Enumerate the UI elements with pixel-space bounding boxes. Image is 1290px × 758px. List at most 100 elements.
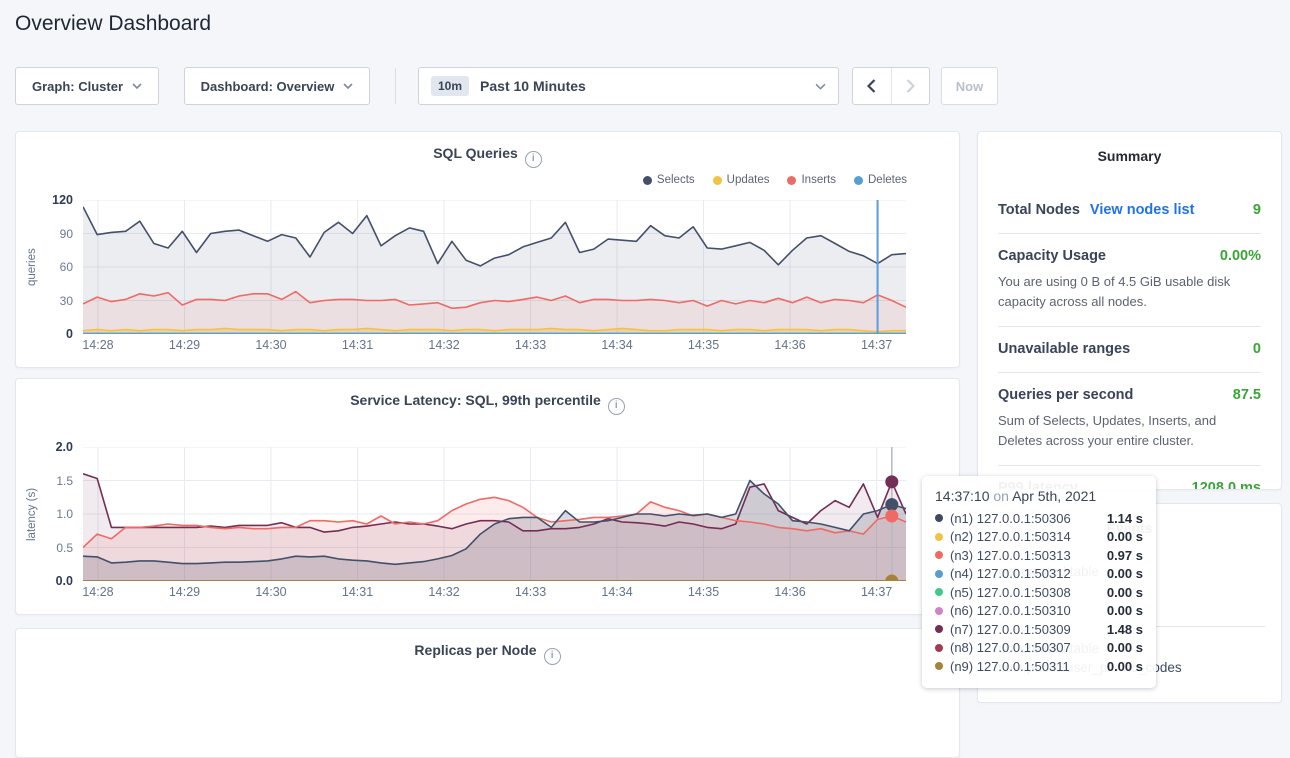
tooltip-node-value: 0.00 s [1107,585,1143,600]
tooltip-node-label: (n6) 127.0.0.1:50310 [950,603,1071,618]
tooltip-on: on [993,488,1012,504]
chevron-down-icon [132,83,142,89]
tooltip-series-dot-icon [935,588,943,596]
service-latency-plot[interactable] [83,447,906,581]
time-range-dropdown[interactable]: 10m Past 10 Minutes [418,67,839,105]
tooltip-row: (n3) 127.0.0.1:503130.97 s [935,546,1143,565]
summary-item: Queries per second87.5 Sum of Selects, Up… [998,373,1261,466]
y-axis-tick: 0.0 [16,574,73,588]
summary-item-row: Capacity Usage0.00% [998,248,1261,264]
summary-item-subtext: Sum of Selects, Updates, Inserts, and De… [998,411,1261,450]
chart-hover-tooltip: 14:37:10 on Apr 5th, 2021 (n1) 127.0.0.1… [922,476,1156,688]
legend-dot-icon [854,176,863,185]
tooltip-series-dot-icon [935,551,943,559]
summary-item-value: 0 [1253,341,1261,357]
tooltip-row: (n7) 127.0.0.1:503091.48 s [935,620,1143,639]
replicas-per-node-card: Replicas per Nodei [15,628,960,758]
summary-item: Unavailable ranges 0 [998,327,1261,373]
tooltip-node-label: (n8) 127.0.0.1:50307 [950,640,1071,655]
tooltip-series-dot-icon [935,607,943,615]
y-axis-tick: 1.5 [16,474,73,488]
chevron-down-icon [343,83,353,89]
summary-title: Summary [998,148,1261,164]
tooltip-row: (n9) 127.0.0.1:50311 0.00 s [935,657,1143,676]
tooltip-time: 14:37:10 [935,488,990,504]
legend-label: Deletes [868,174,907,186]
summary-item-value: 0.00% [1220,248,1261,264]
chevron-down-icon [815,83,826,90]
y-axis-tick: 1.0 [16,507,73,521]
tooltip-node-value: 0.00 s [1107,566,1143,581]
x-axis-tick: 14:35 [688,338,719,352]
x-axis-tick: 14:37 [861,338,892,352]
x-axis-tick: 14:34 [601,585,632,599]
legend-label: Updates [727,174,770,186]
legend-item[interactable]: Updates [713,174,770,186]
tooltip-node-value: 0.00 s [1107,659,1143,674]
time-range-badge: 10m [431,76,469,96]
summary-link[interactable]: View nodes list [1090,202,1195,218]
tooltip-node-value: 1.48 s [1107,622,1143,637]
chart-title: Replicas per Nodei [16,642,959,665]
x-axis-tick: 14:32 [428,585,459,599]
legend-item[interactable]: Deletes [854,174,907,186]
summary-item-label: Unavailable ranges [998,341,1130,357]
x-axis-tick: 14:37 [861,585,892,599]
summary-item: Total NodesView nodes list9 [998,188,1261,234]
summary-item-value: 1208.0 ms [1192,480,1261,490]
tooltip-node-value: 1.14 s [1107,511,1143,526]
x-axis-tick: 14:28 [82,585,113,599]
tooltip-node-label: (n3) 127.0.0.1:50313 [950,548,1071,563]
graph-dropdown[interactable]: Graph: Cluster [15,67,159,105]
x-axis-tick: 14:29 [169,585,200,599]
tooltip-row: (n4) 127.0.0.1:503120.00 s [935,565,1143,584]
summary-item-row: Queries per second87.5 [998,387,1261,403]
tooltip-series-dot-icon [935,625,943,633]
chart-title-text: SQL Queries [433,145,518,161]
legend-dot-icon [643,176,652,185]
x-axis-tick: 14:34 [601,338,632,352]
tooltip-series-dot-icon [935,644,943,652]
time-next-button[interactable] [892,68,930,104]
x-axis-tick: 14:33 [515,338,546,352]
x-axis-tick: 14:33 [515,585,546,599]
legend-label: Inserts [801,174,836,186]
tooltip-node-label: (n9) 127.0.0.1:50311 [950,659,1070,674]
legend-dot-icon [713,176,722,185]
now-button[interactable]: Now [941,67,998,105]
summary-item-row: Total NodesView nodes list9 [998,202,1261,218]
summary-item-label: Queries per second [998,387,1133,403]
graph-dropdown-label: Graph: Cluster [32,79,123,94]
x-axis-tick: 14:36 [774,338,805,352]
tooltip-series-dot-icon [935,514,943,522]
x-axis-tick: 14:31 [342,585,373,599]
tooltip-series-dot-icon [935,570,943,578]
legend-item[interactable]: Selects [643,174,695,186]
x-axis-tick: 14:30 [255,585,286,599]
x-axis-tick: 14:31 [342,338,373,352]
dashboard-dropdown[interactable]: Dashboard: Overview [184,67,370,105]
chart-title-text: Service Latency: SQL, 99th percentile [350,392,601,408]
sql-queries-plot[interactable] [83,200,906,334]
info-icon[interactable]: i [608,398,625,415]
legend-item[interactable]: Inserts [787,174,836,186]
tooltip-series-dot-icon [935,533,943,541]
info-icon[interactable]: i [544,648,561,665]
tooltip-row: (n1) 127.0.0.1:503061.14 s [935,509,1143,528]
page-title: Overview Dashboard [15,12,211,36]
tooltip-node-label: (n2) 127.0.0.1:50314 [950,529,1071,544]
summary-items: Total NodesView nodes list9 Capacity Usag… [998,188,1261,490]
info-icon[interactable]: i [525,151,542,168]
chart-legend: Selects Updates Inserts Deletes [643,174,907,186]
dashboard-dropdown-label: Dashboard: Overview [201,79,335,94]
tooltip-node-value: 0.00 s [1107,529,1143,544]
tooltip-node-value: 0.00 s [1107,640,1143,655]
x-axis-tick: 14:36 [774,585,805,599]
x-axis-tick: 14:30 [255,338,286,352]
summary-panel: Summary Total NodesView nodes list9 Capac… [977,131,1282,490]
time-prev-button[interactable] [853,68,892,104]
tooltip-node-label: (n5) 127.0.0.1:50308 [950,585,1071,600]
tooltip-row: (n6) 127.0.0.1:503100.00 s [935,602,1143,621]
y-axis-tick: 90 [16,227,73,241]
service-latency-card: Service Latency: SQL, 99th percentilei l… [15,378,960,615]
